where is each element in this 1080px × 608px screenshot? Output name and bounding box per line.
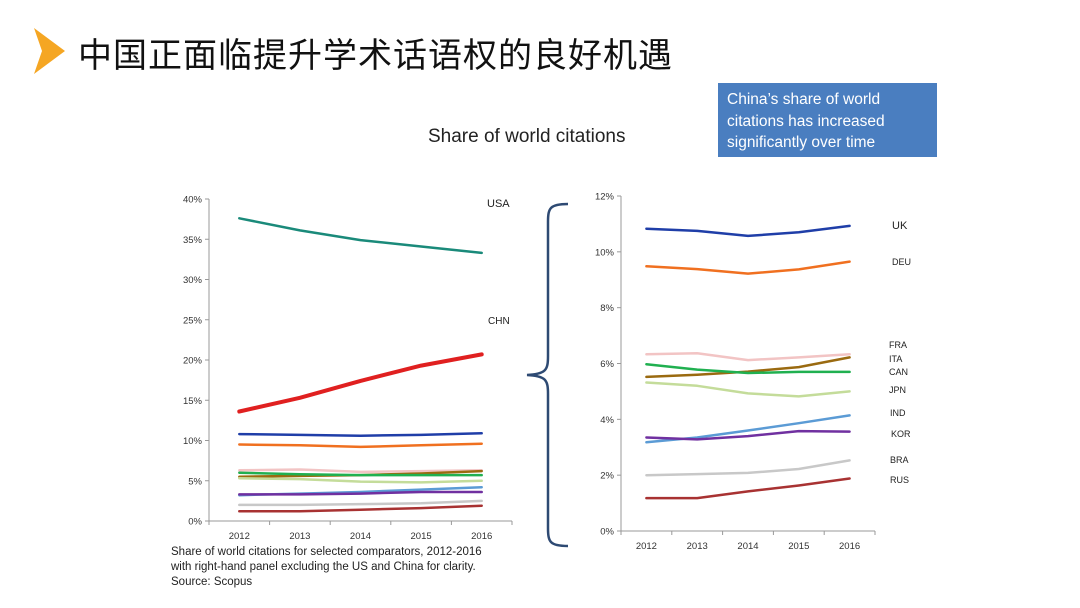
series-label-can: CAN xyxy=(889,367,908,377)
caption-line: Share of world citations for selected co… xyxy=(171,546,482,558)
y-tick-label: 20% xyxy=(183,356,203,367)
series-line-rus xyxy=(238,504,483,513)
series-label-rus: RUS xyxy=(890,475,909,485)
series-line-rus xyxy=(645,477,851,500)
x-tick-label: 2016 xyxy=(839,541,860,552)
series-label-jpn: JPN xyxy=(889,385,906,395)
y-tick-label: 35% xyxy=(183,235,203,246)
series-line-bra xyxy=(645,459,851,477)
series-line-chn xyxy=(237,352,484,414)
y-tick-label: 25% xyxy=(183,315,203,326)
y-tick-label: 30% xyxy=(183,275,203,286)
series-line-can xyxy=(238,471,483,477)
series-label-kor: KOR xyxy=(891,429,911,439)
series-label-usa: USA xyxy=(487,198,510,210)
y-tick-label: 8% xyxy=(600,303,614,314)
series-line-kor xyxy=(645,429,851,441)
series-label-chn: CHN xyxy=(488,316,510,327)
series-line-jpn xyxy=(645,381,851,398)
series-line-deu xyxy=(238,442,483,449)
x-tick-label: 2013 xyxy=(687,541,708,552)
y-tick-label: 0% xyxy=(600,527,614,538)
y-tick-label: 4% xyxy=(600,415,614,426)
series-line-ita xyxy=(645,356,851,379)
chart-caption: Share of world citations for selected co… xyxy=(171,545,482,590)
y-tick-label: 2% xyxy=(600,471,614,482)
x-tick-label: 2015 xyxy=(788,541,809,552)
x-tick-label: 2015 xyxy=(411,531,432,542)
y-tick-label: 10% xyxy=(595,247,615,258)
series-label-deu: DEU xyxy=(892,257,911,267)
chart-heading: Share of world citations xyxy=(428,126,626,147)
y-tick-label: 12% xyxy=(595,192,615,203)
x-tick-label: 2013 xyxy=(289,531,310,542)
x-tick-label: 2012 xyxy=(229,531,250,542)
y-tick-label: 10% xyxy=(183,436,203,447)
y-tick-label: 0% xyxy=(188,517,202,528)
y-tick-label: 5% xyxy=(188,476,202,487)
series-line-kor xyxy=(238,490,483,496)
series-line-uk xyxy=(645,224,851,238)
x-tick-label: 2012 xyxy=(636,541,657,552)
x-tick-label: 2014 xyxy=(350,531,371,542)
slide-title: 中国正面临提升学术话语权的良好机遇 xyxy=(78,36,673,76)
series-line-usa xyxy=(238,217,483,255)
x-tick-label: 2014 xyxy=(737,541,758,552)
y-tick-label: 6% xyxy=(600,359,614,370)
series-line-can xyxy=(645,363,851,375)
series-label-uk: UK xyxy=(892,220,908,232)
series-label-bra: BRA xyxy=(890,455,909,465)
caption-line: Source: Scopus xyxy=(171,576,253,588)
series-label-ind: IND xyxy=(890,408,906,418)
y-tick-label: 15% xyxy=(183,396,203,407)
series-line-bra xyxy=(238,499,483,507)
x-tick-label: 2016 xyxy=(471,531,492,542)
series-label-ita: ITA xyxy=(889,354,902,364)
series-line-jpn xyxy=(238,477,483,484)
y-tick-label: 40% xyxy=(183,195,203,206)
callout-box: China’s share of world citations has inc… xyxy=(718,83,937,157)
play-arrow-icon xyxy=(34,28,65,74)
series-line-fra xyxy=(238,468,483,474)
series-label-fra: FRA xyxy=(889,340,907,350)
series-line-fra xyxy=(645,351,851,362)
series-line-deu xyxy=(645,260,851,275)
series-line-uk xyxy=(238,432,483,437)
caption-line: with right-hand panel excluding the US a… xyxy=(171,561,476,573)
